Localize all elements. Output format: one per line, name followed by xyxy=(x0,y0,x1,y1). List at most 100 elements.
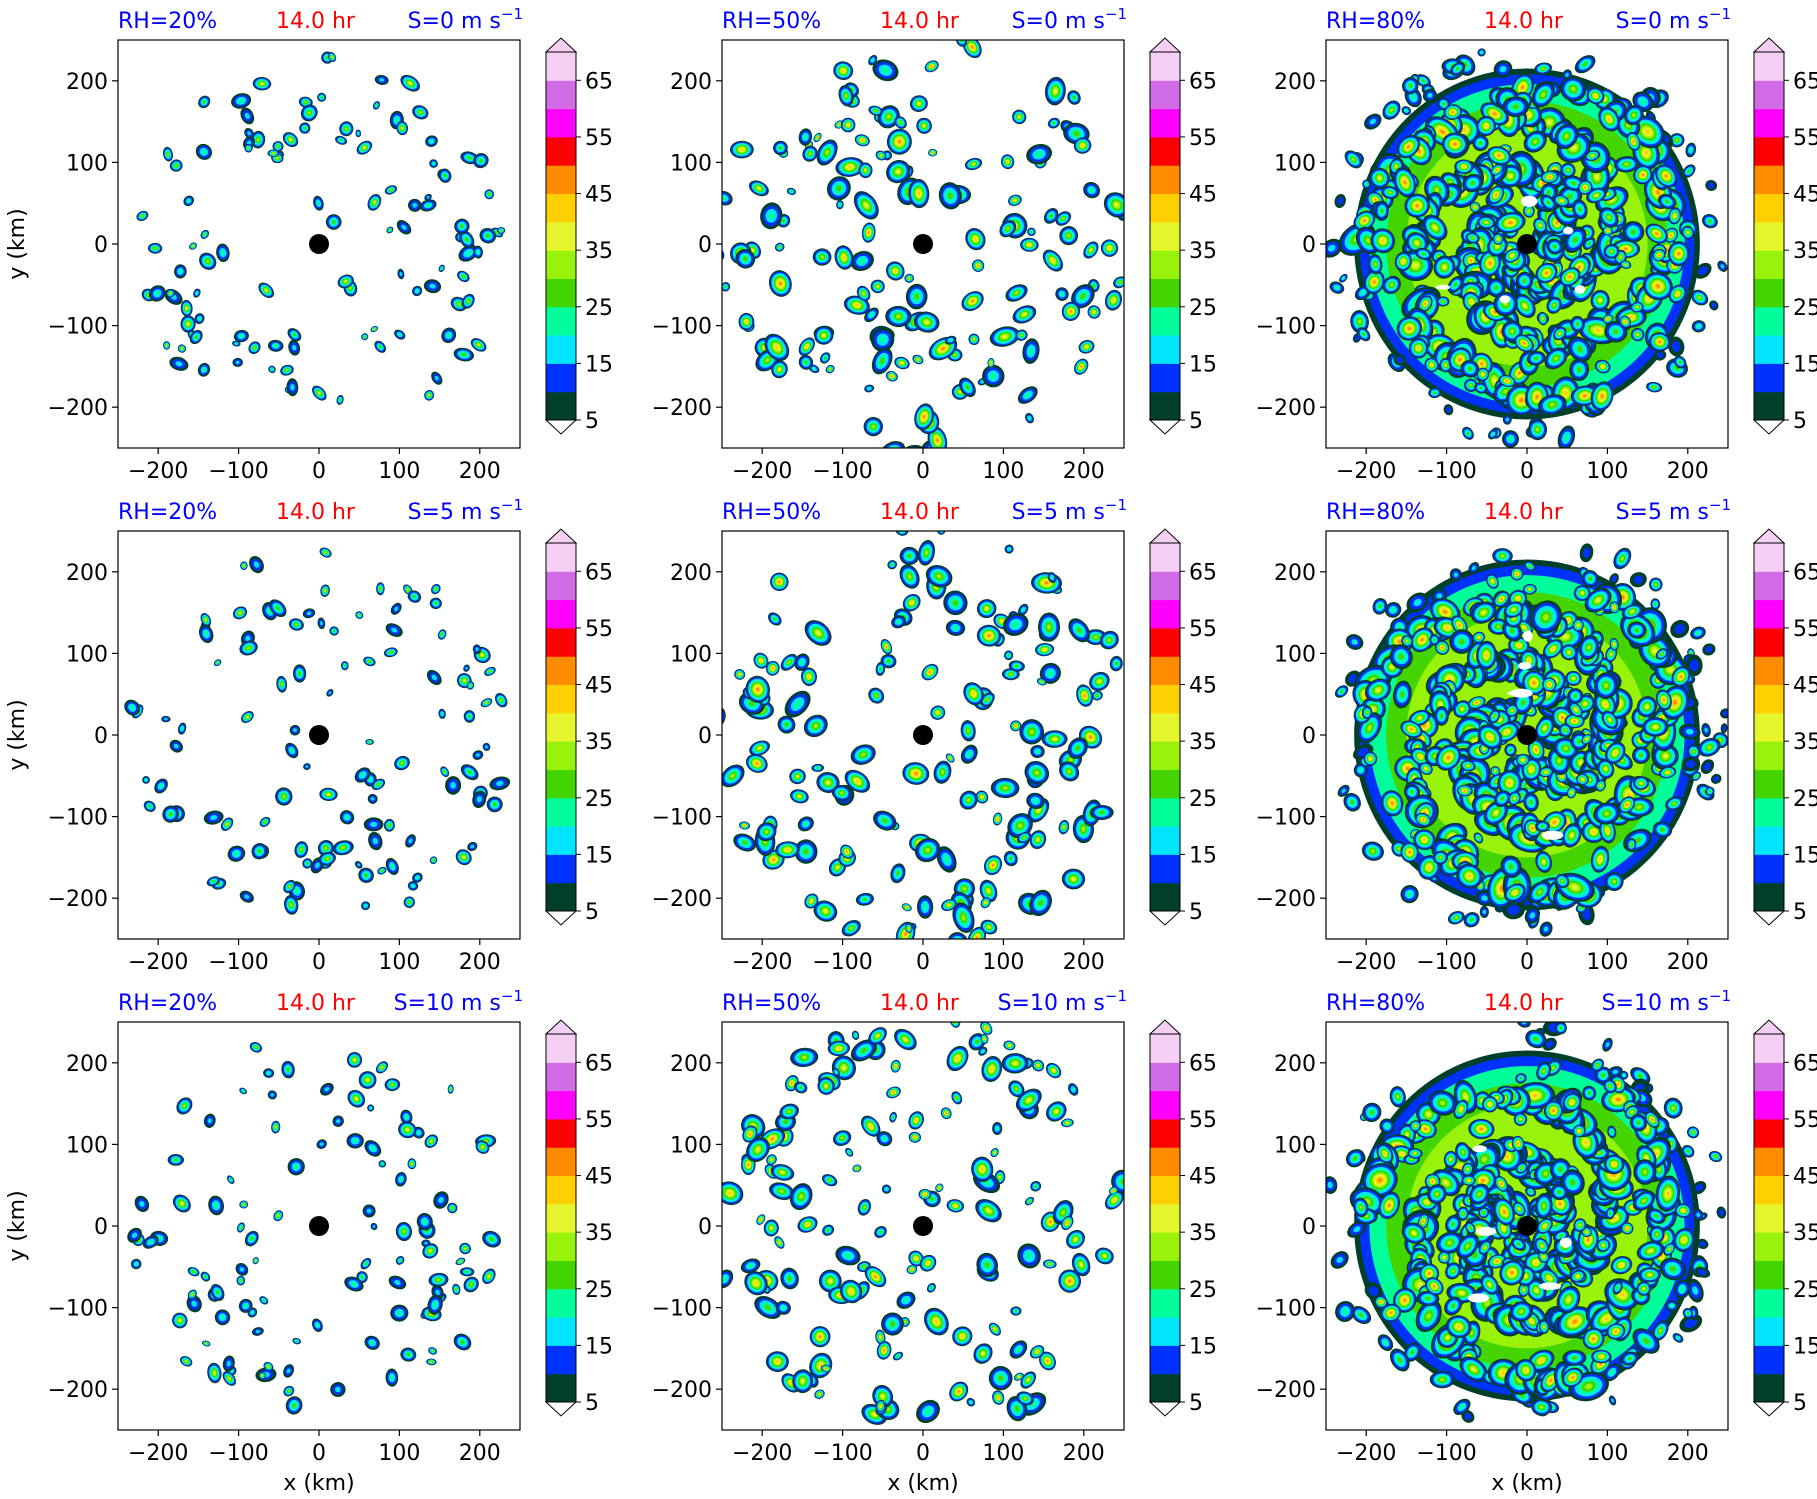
contour-fill xyxy=(457,302,461,306)
contour-fill xyxy=(858,258,866,264)
contour-fill xyxy=(768,212,775,220)
contour-fill xyxy=(812,367,816,370)
contour-fill xyxy=(847,165,852,169)
colorbar-swatch xyxy=(1150,108,1180,138)
contour-fill xyxy=(277,145,279,148)
contour-fill xyxy=(339,398,341,401)
contour-fill xyxy=(881,67,890,74)
contour-fill xyxy=(412,202,418,208)
contour-fill xyxy=(931,151,934,154)
contour-fill xyxy=(1072,95,1076,100)
contour-fill xyxy=(990,373,997,380)
contour-fill xyxy=(375,104,378,107)
contour-fill xyxy=(1069,310,1073,313)
colorbar-tick-label: 55 xyxy=(1189,126,1217,151)
contour-fill xyxy=(1469,384,1473,387)
colorbar-frame xyxy=(1149,51,1181,421)
colorbar-swatch xyxy=(1150,335,1180,364)
contour-fill xyxy=(1018,115,1021,119)
contour-fill xyxy=(891,375,893,378)
contour-fill xyxy=(965,385,970,390)
colorbar-tick-label: 35 xyxy=(1189,239,1217,264)
colorbar-swatch xyxy=(1150,136,1180,166)
colorbar-tick-label: 65 xyxy=(1189,69,1217,94)
contour-fill xyxy=(318,391,321,395)
x-tick-label: −200 xyxy=(128,459,188,484)
contour-fill xyxy=(1466,431,1470,435)
colorbar-swatch xyxy=(546,80,576,110)
contour-fill xyxy=(881,441,906,448)
contour-fill xyxy=(1434,187,1440,193)
colorbar-tick-label: 25 xyxy=(585,296,613,321)
contour-fill xyxy=(1444,363,1447,367)
contour-fill xyxy=(716,253,719,256)
contour-fill xyxy=(1689,147,1693,153)
contour-fill xyxy=(1049,214,1053,218)
contour-fill xyxy=(1089,248,1093,252)
contour-fill xyxy=(805,345,808,348)
contour-fill xyxy=(973,338,975,341)
contour-fill xyxy=(394,117,399,123)
contour-fill xyxy=(808,152,812,156)
contour-fill xyxy=(1112,298,1115,302)
contour-fill xyxy=(908,277,911,280)
contour-fill xyxy=(917,191,921,196)
contour-fill xyxy=(1022,312,1027,316)
contour-fill xyxy=(1708,182,1715,189)
contour-fill xyxy=(869,312,874,317)
contour-fill xyxy=(244,112,250,120)
contour-fill xyxy=(253,346,256,349)
contour-fill xyxy=(1396,356,1404,363)
colorbar-swatch xyxy=(1150,278,1180,308)
contour-fill xyxy=(239,334,244,338)
contour-fill xyxy=(488,193,491,196)
contour-fill xyxy=(408,81,412,85)
contour-fill xyxy=(972,163,975,165)
contour-fill xyxy=(1442,102,1446,106)
contour-fill xyxy=(1469,259,1473,262)
contour-fill xyxy=(401,224,407,230)
contour-fill xyxy=(1480,51,1483,54)
contour-fill xyxy=(910,451,917,456)
contour-fill xyxy=(1424,302,1427,305)
contour-fill xyxy=(867,387,871,390)
contour-fill xyxy=(1458,358,1462,362)
contour-fill xyxy=(1052,121,1056,125)
contour-fill xyxy=(917,102,921,105)
contour-fill xyxy=(880,154,882,157)
colorbar-swatch xyxy=(546,193,576,223)
contour-fill xyxy=(235,360,240,365)
y-axis-label: y (km) xyxy=(5,208,30,279)
x-tick-label: 100 xyxy=(378,459,420,484)
contour-fill xyxy=(165,344,168,347)
colorbar-tick-label: 45 xyxy=(1189,183,1217,208)
contour-fill xyxy=(864,169,867,172)
contour-fill xyxy=(187,199,191,203)
storm-center-marker xyxy=(913,234,933,254)
shear-exponent: −1 xyxy=(1105,5,1127,23)
colorbar-tick-label: 15 xyxy=(585,352,613,377)
contour-fill xyxy=(958,390,962,394)
contour-fill xyxy=(238,98,244,104)
contour-fill xyxy=(446,333,451,338)
x-tick-label: 0 xyxy=(916,459,930,484)
contour-fill xyxy=(1563,434,1569,442)
contour-fill xyxy=(722,196,727,201)
contour-fill xyxy=(175,361,183,367)
x-tick-label: 200 xyxy=(1063,459,1105,484)
contour-fill xyxy=(1337,197,1344,205)
contour-fill xyxy=(1108,246,1111,250)
contour-fill xyxy=(1061,217,1065,220)
contour-fill xyxy=(914,293,920,300)
contour-fill xyxy=(1013,199,1016,202)
contour-fill xyxy=(1455,67,1460,71)
contour-fill xyxy=(822,333,826,337)
colorbar-swatch xyxy=(546,391,576,421)
contour-fill xyxy=(1093,311,1096,313)
contour-fill xyxy=(1066,233,1071,238)
contour-fill xyxy=(1092,284,1096,288)
contour-fill xyxy=(724,285,727,288)
contour-fill xyxy=(1006,160,1009,163)
contour-fill xyxy=(415,289,419,293)
